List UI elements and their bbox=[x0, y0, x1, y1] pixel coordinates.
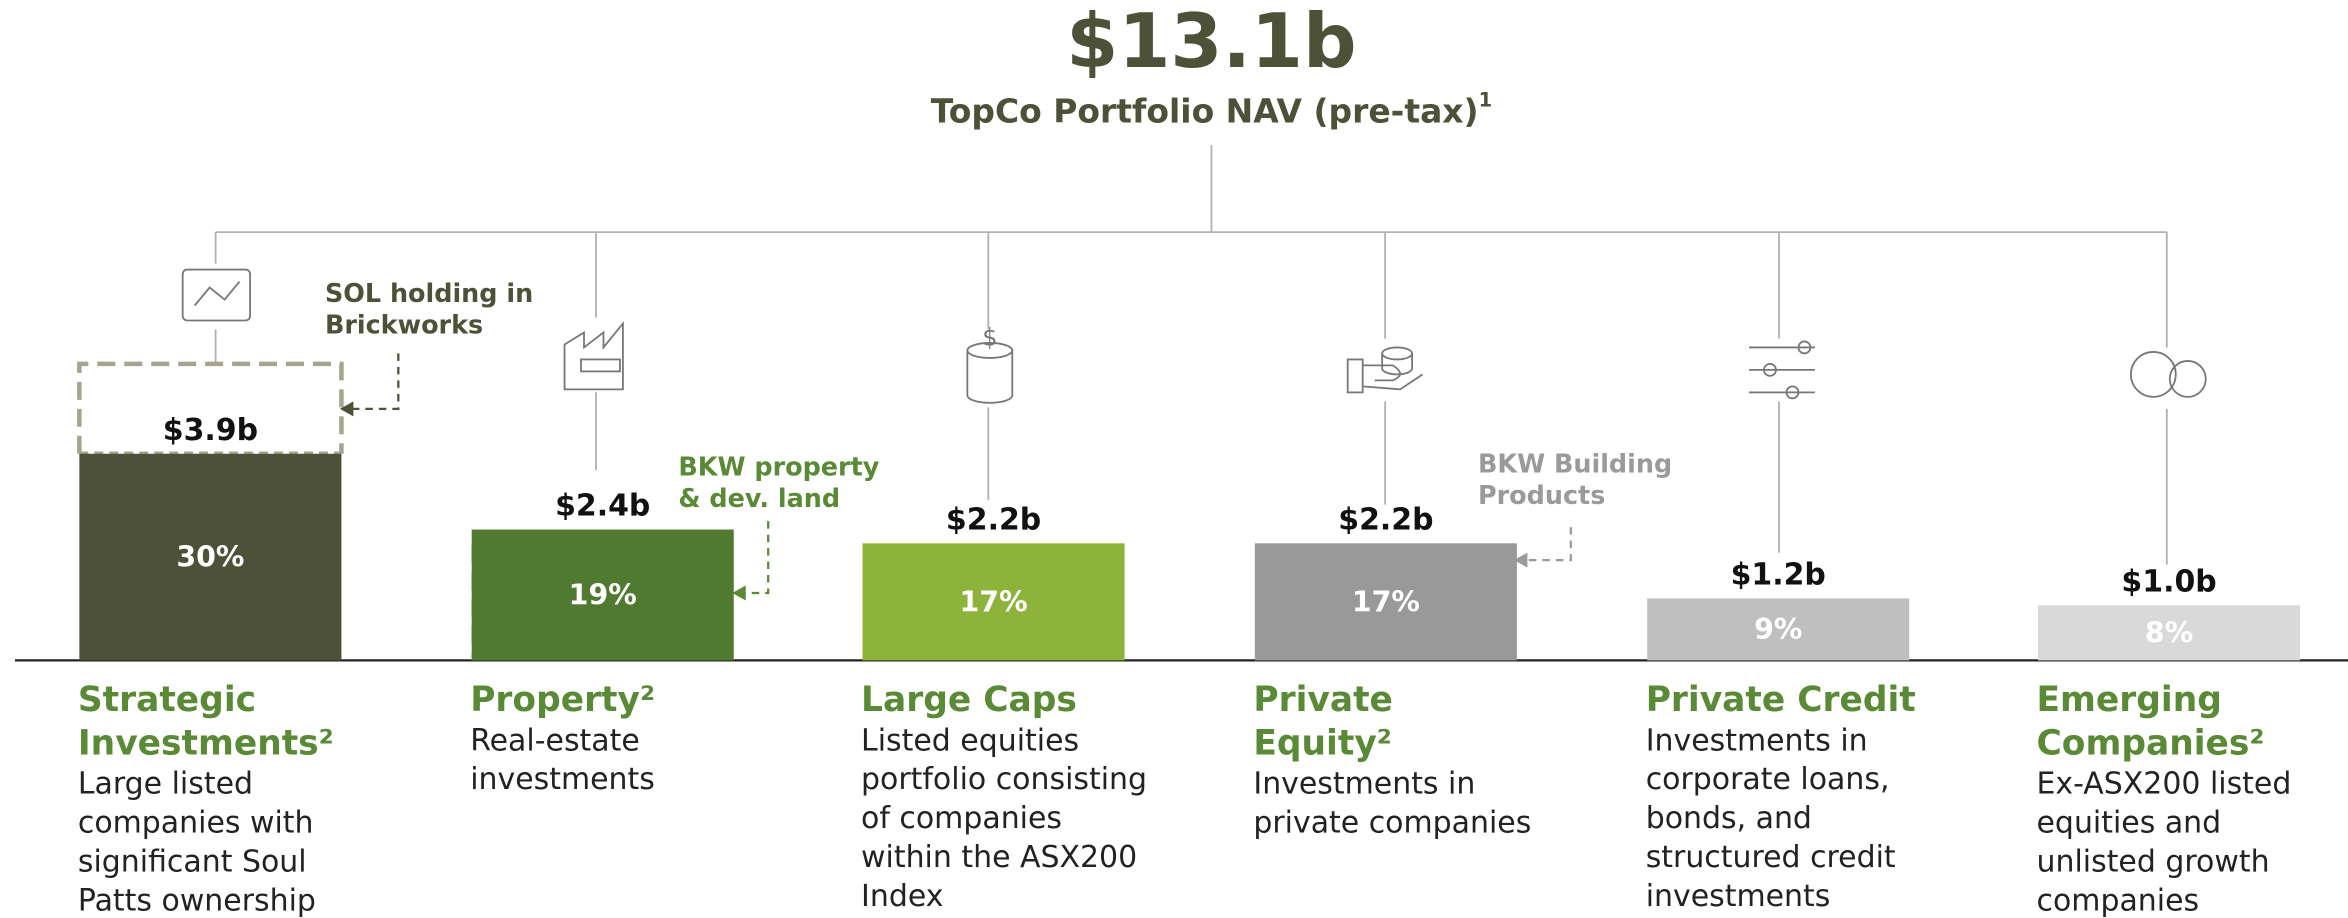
share-label: 9% bbox=[1754, 613, 1802, 646]
bar bbox=[1647, 598, 1910, 661]
category-description: Investments in corporate loans, bonds, and… bbox=[1646, 723, 1896, 914]
bar bbox=[1254, 543, 1517, 661]
share-label: 30% bbox=[176, 541, 244, 574]
chart-title: $13.1b bbox=[1066, 0, 1356, 85]
share-label: 19% bbox=[569, 578, 637, 611]
chart-subtitle: TopCo Portfolio NAV (pre-tax)1 bbox=[931, 88, 1492, 130]
bar bbox=[471, 529, 734, 661]
value-label: $1.2b bbox=[1731, 557, 1826, 592]
bar bbox=[79, 453, 342, 661]
category-description: Real-estate investments bbox=[470, 723, 655, 797]
value-label: $2.4b bbox=[555, 489, 650, 524]
category-name: Emerging Companies² bbox=[2037, 679, 2265, 762]
value-label: $2.2b bbox=[946, 502, 1041, 537]
bar bbox=[2038, 605, 2301, 661]
category-description: Investments in private companies bbox=[1253, 766, 1531, 840]
share-label: 17% bbox=[960, 585, 1028, 618]
svg-text:$: $ bbox=[982, 323, 997, 351]
annotation: BKW Building bbox=[1478, 450, 1672, 480]
value-label: $1.0b bbox=[2121, 564, 2216, 599]
bar bbox=[862, 543, 1125, 661]
category-description: Listed equities portfolio consisting of co… bbox=[861, 723, 1147, 914]
value-label: $2.2b bbox=[1338, 502, 1433, 537]
icons: $ bbox=[181, 268, 2207, 404]
category-name: Private Credit bbox=[1646, 679, 1916, 719]
share-label: 8% bbox=[2145, 616, 2193, 649]
annotation: & dev. land bbox=[678, 484, 840, 514]
value-label: $3.9b bbox=[163, 413, 258, 448]
category-description: Ex-ASX200 listed equities and unlisted gro… bbox=[2037, 766, 2292, 918]
category-name: Private Equity² bbox=[1253, 679, 1393, 762]
tree-lines bbox=[214, 145, 2168, 565]
annotation-arrows bbox=[350, 353, 1572, 595]
category-name: Property² bbox=[470, 679, 655, 719]
subtitle-note: 1 bbox=[1479, 88, 1493, 111]
annotation: Products bbox=[1478, 481, 1605, 511]
category-name: Strategic Investments² bbox=[78, 679, 334, 762]
category-description: Large listed companies with significant So… bbox=[78, 766, 316, 918]
annotation: Brickworks bbox=[325, 310, 483, 340]
annotation: SOL holding in bbox=[325, 279, 533, 309]
category-name: Large Caps bbox=[861, 679, 1077, 719]
subtitle-text: TopCo Portfolio NAV (pre-tax) bbox=[931, 91, 1479, 130]
annotation: BKW property bbox=[678, 453, 879, 483]
share-label: 17% bbox=[1352, 585, 1420, 618]
arrow-heads bbox=[339, 401, 1528, 601]
